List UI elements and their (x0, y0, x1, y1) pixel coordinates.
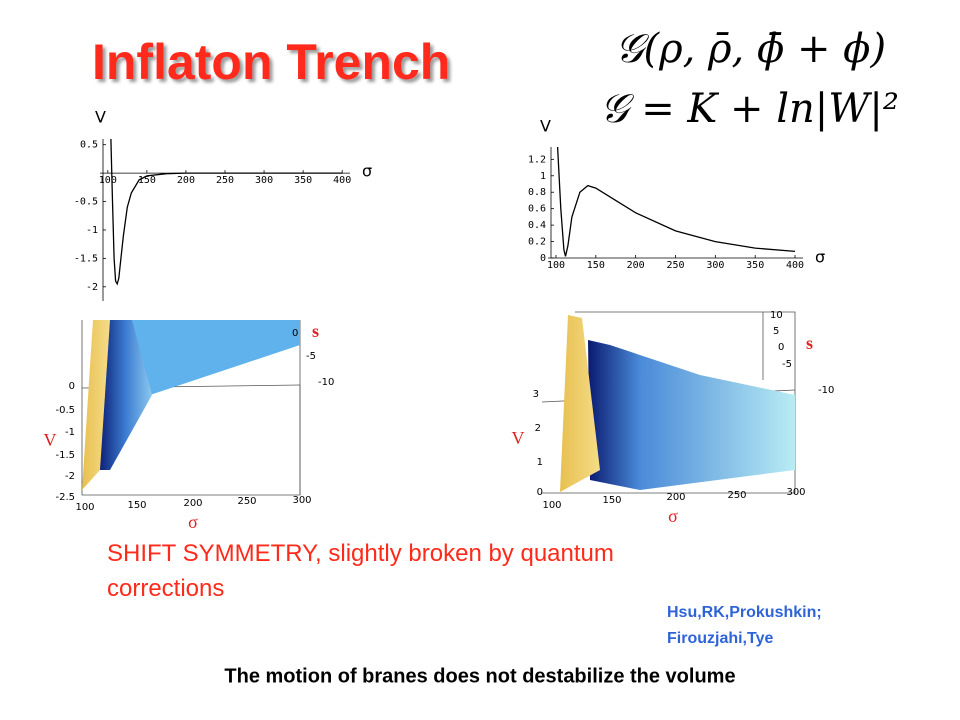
x-tick-label: 300 (786, 487, 805, 498)
formula: 𝒢(ρ, ρ̄, ϕ̄ + ϕ) (615, 26, 886, 72)
x-tick-label: 350 (746, 260, 764, 271)
x-tick-label: 200 (183, 498, 202, 509)
x-tick-label: 300 (255, 175, 273, 186)
footer: The motion of branes does not destabiliz… (224, 665, 735, 687)
z-axis-label: V (44, 430, 57, 450)
z-tick-label: 0 (537, 487, 543, 498)
x-axis-label: σ (668, 506, 678, 526)
surface-plot (81, 320, 301, 496)
x-tick-label: 250 (237, 496, 256, 507)
z-tick-label: -1.5 (55, 450, 75, 461)
curve (110, 139, 343, 286)
line-chart: 100 150 200 250 300 350 400 0.5 -0.5 -1 -1.5 -2 Vσ (74, 108, 372, 301)
s-tick-label: 0 (778, 342, 784, 353)
z-axis-label: V (512, 428, 525, 448)
z-tick-label: 2 (535, 423, 541, 434)
x-tick-label: 100 (99, 175, 117, 186)
s-tick-label: 5 (773, 326, 779, 337)
x-tick-label: 250 (727, 490, 746, 501)
surface (130, 320, 300, 395)
surface (588, 340, 795, 490)
credit: Firouzjahi,Tye (667, 630, 773, 647)
line-chart: 100 150 200 250 300 350 400 0 0.2 0.4 0.6 0.8 1 1.2 Vσ (528, 117, 825, 272)
x-tick-label: 150 (602, 495, 621, 506)
x-tick-label: 200 (177, 175, 195, 186)
x-tick-label: 350 (294, 175, 312, 186)
z-tick-label: 1 (537, 457, 543, 468)
x-tick-label: 200 (627, 260, 645, 271)
s-tick-label: 0 (292, 328, 298, 339)
s-tick-label: -5 (306, 351, 316, 362)
x-tick-label: 100 (547, 260, 565, 271)
x-tick-label: 200 (666, 492, 685, 503)
surface (82, 320, 110, 490)
y-tick-label: 1 (540, 171, 546, 182)
z-tick-label: -1 (65, 427, 75, 438)
y-tick-label: 1.2 (528, 154, 546, 165)
formula: 𝒢 = K + ln|W|² (600, 86, 899, 132)
z-tick-label: -0.5 (55, 405, 75, 416)
z-tick-label: -2.5 (55, 492, 75, 503)
credit: Hsu,RK,Prokushkin; (667, 604, 822, 621)
statement-line: corrections (107, 575, 224, 602)
x-tick-label: 300 (292, 495, 311, 506)
z-tick-label: 0 (69, 381, 75, 392)
x-tick-label: 100 (542, 500, 561, 511)
y-tick-label: 0 (540, 253, 546, 264)
title: Inflaton Trench (92, 34, 450, 90)
x-axis-label: σ (188, 512, 198, 532)
x-tick-label: 400 (333, 175, 351, 186)
surface-plot (541, 311, 796, 494)
surface (560, 315, 600, 492)
y-axis-label: V (95, 108, 106, 127)
s-tick-label: -10 (318, 377, 334, 388)
statement: SHIFT SYMMETRY, slightly broken by quant… (107, 540, 614, 602)
y-tick-label: -1.5 (74, 253, 98, 264)
x-tick-label: 250 (216, 175, 234, 186)
surface (98, 320, 152, 470)
y-tick-label: 0.2 (528, 237, 546, 248)
y-tick-label: -2 (86, 282, 98, 293)
s-axis-label: s (806, 333, 813, 353)
y-tick-label: 0.5 (80, 140, 98, 151)
statement-line: SHIFT SYMMETRY, slightly broken by quant… (107, 540, 614, 567)
y-tick-label: 0.6 (528, 204, 546, 215)
curve (556, 147, 796, 257)
s-tick-label: -5 (782, 359, 792, 370)
x-tick-label: 300 (706, 260, 724, 271)
x-tick-label: 100 (75, 502, 94, 513)
y-axis-label: V (540, 117, 551, 136)
s-tick-label: -10 (818, 385, 834, 396)
z-tick-label: -2 (65, 471, 75, 482)
x-axis-label: σ (362, 162, 372, 181)
x-axis-label: σ (815, 248, 825, 267)
x-tick-label: 150 (138, 175, 156, 186)
x-tick-label: 150 (587, 260, 605, 271)
x-tick-label: 400 (786, 260, 804, 271)
y-tick-label: 0.8 (528, 187, 546, 198)
x-tick-label: 250 (666, 260, 684, 271)
y-tick-label: -1 (86, 225, 98, 236)
y-tick-label: -0.5 (74, 197, 98, 208)
z-tick-label: 3 (533, 389, 539, 400)
s-tick-label: 10 (770, 310, 783, 321)
x-tick-label: 150 (127, 500, 146, 511)
y-tick-label: 0.4 (528, 220, 546, 231)
s-axis-label: s (312, 321, 319, 341)
